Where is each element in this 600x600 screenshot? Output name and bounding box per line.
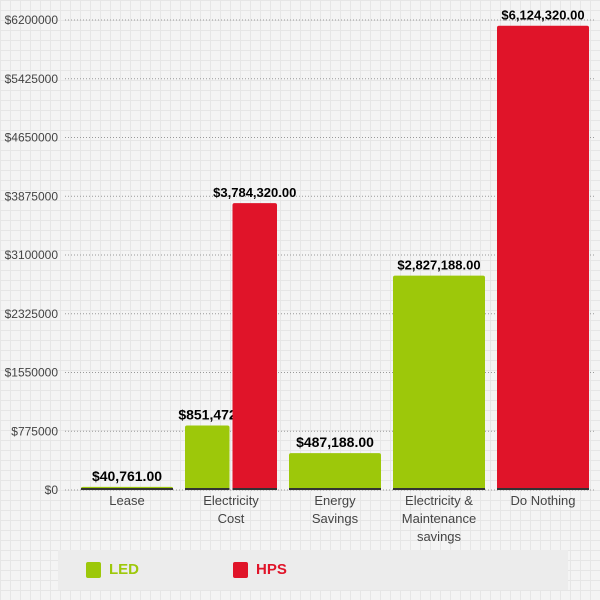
data-label: $2,827,188.00 (397, 258, 480, 273)
bar-led (289, 453, 381, 490)
data-label: $6,124,320.00 (501, 8, 584, 23)
x-tick-label: Energy (314, 493, 356, 508)
y-tick-label: $3875000 (5, 189, 59, 203)
bar-led (393, 275, 485, 490)
x-tick-label: savings (417, 529, 462, 544)
y-tick-label: $0 (45, 483, 59, 497)
y-tick-label: $5425000 (5, 72, 59, 86)
bar-hps (232, 203, 277, 490)
legend-label-hps: HPS (256, 561, 287, 578)
legend: LED HPS (58, 550, 568, 590)
legend-item-hps: HPS (233, 561, 287, 578)
legend-item-led: LED (86, 561, 139, 578)
data-label: $3,784,320.00 (213, 185, 296, 200)
x-tick-label: Savings (312, 511, 359, 526)
y-tick-label: $2325000 (5, 307, 59, 321)
x-tick-label: Electricity (203, 493, 259, 508)
bar-chart: $0 $775000 $1550000 $2325000 $3100000 $387500… (5, 8, 595, 544)
y-tick-label: $6200000 (5, 13, 59, 27)
data-label: $40,761.00 (92, 468, 162, 484)
y-tick-label: $4650000 (5, 131, 59, 145)
bar-hps (497, 25, 589, 491)
data-label: $487,188.00 (296, 434, 374, 450)
x-tick-label: Electricity & (405, 493, 473, 508)
x-tick-label: Maintenance (402, 511, 476, 526)
y-tick-label: $3100000 (5, 248, 59, 262)
legend-label-led: LED (109, 561, 139, 578)
x-tick-label: Cost (218, 511, 245, 526)
legend-swatch-hps (233, 561, 248, 578)
y-tick-label: $1550000 (5, 366, 59, 380)
y-tick-label: $775000 (11, 424, 58, 438)
x-tick-label: Do Nothing (510, 493, 575, 508)
legend-swatch-led (86, 561, 101, 578)
x-tick-label: Lease (109, 493, 144, 508)
bar-led (185, 425, 230, 490)
